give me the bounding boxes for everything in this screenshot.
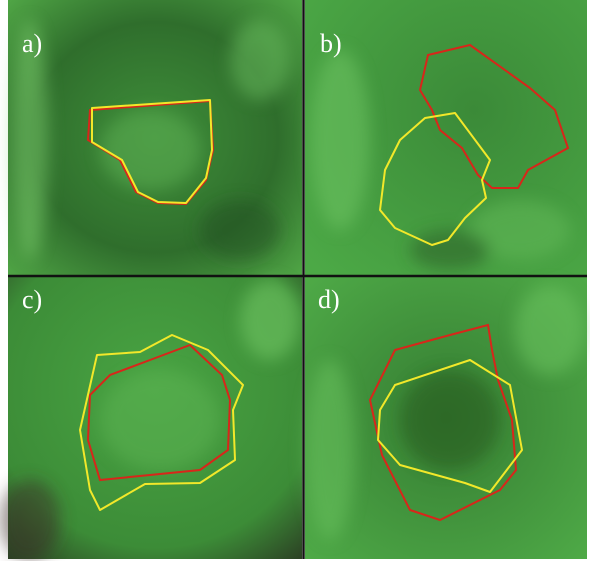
figure: a) b) c) d) bbox=[0, 0, 590, 561]
panel-label: d) bbox=[318, 285, 340, 314]
panel-c: c) bbox=[0, 277, 302, 560]
panel-label: b) bbox=[320, 29, 342, 58]
panel-label: a) bbox=[22, 29, 42, 58]
panel-a: a) bbox=[8, 0, 302, 275]
panel-d: d) bbox=[305, 277, 587, 559]
panel-label: c) bbox=[22, 285, 42, 314]
panel-b: b) bbox=[305, 0, 587, 275]
